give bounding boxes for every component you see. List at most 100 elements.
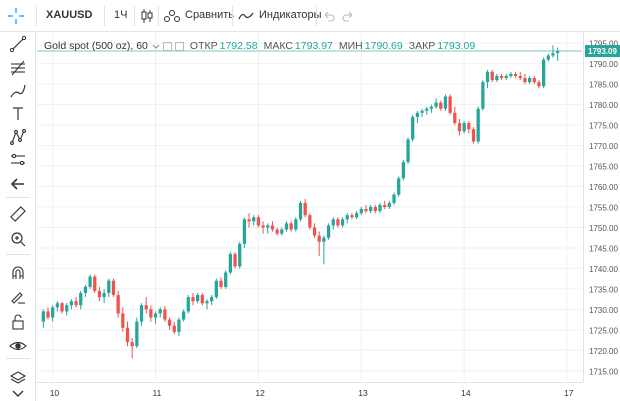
price-tick-label: 1760.00 [589,183,618,192]
undo-button[interactable] [323,0,335,31]
candle-body [79,292,83,306]
ruler-icon[interactable] [8,204,28,224]
candle-body [280,229,284,234]
time-tick-label: 12 [255,388,265,398]
price-tick-label: 1730.00 [589,306,618,315]
price-tick-label: 1790.00 [589,60,618,69]
candle-body [354,213,359,218]
time-tick-label: 13 [358,388,368,398]
candle-body [340,219,345,226]
redo-button[interactable] [342,0,354,31]
fib-tools-icon[interactable] [8,58,28,78]
symbol-label: XAUUSD [46,9,93,21]
candle-body [191,297,195,302]
candle-body [153,313,158,318]
price-axis[interactable]: 1715.00 1720.00 1725.00 1730.00 1735.00 1740.… [583,32,620,382]
interval-button[interactable]: 1Ч [114,0,127,31]
candle-body [256,217,261,226]
compare-label: Сравнить [185,9,235,21]
candlestick-chart[interactable] [37,33,582,381]
chevron-down-icon[interactable] [8,384,28,401]
candle-body [312,227,317,236]
candle-body [116,295,120,314]
layers-icon[interactable] [8,367,28,387]
drawing-toolbar [0,32,36,401]
time-tick-label: 10 [50,388,60,398]
price-tick-label: 1750.00 [589,224,618,233]
candle-body [228,254,233,273]
high-label: МАКС [263,40,293,52]
candle-body [359,209,363,214]
candle-body [65,305,69,312]
candle-body [177,319,181,332]
candle-body [74,301,78,306]
candle-body [541,59,546,87]
brush-icon[interactable] [8,81,28,101]
candles-icon [141,8,153,23]
prediction-tool-icon[interactable] [8,150,28,170]
price-tick-label: 1740.00 [589,265,618,274]
candle-body [55,303,60,308]
candle-body [392,194,396,203]
legend-hide-toggle[interactable] [162,41,172,51]
candle-body [429,106,434,109]
candle-body [270,225,275,230]
candle-body [125,327,130,343]
lock-icon[interactable] [8,312,28,332]
magnet-icon[interactable] [8,263,28,283]
top-toolbar: XAUUSD 1Ч Сравнить Индикаторы [0,0,620,32]
candle-body [111,280,116,296]
pattern-tool-icon[interactable] [8,127,28,147]
candle-body [383,204,387,207]
candle-body [518,75,522,79]
keep-drawing-icon[interactable] [8,287,28,307]
zoom-in-icon[interactable] [8,229,28,249]
candle-body [350,215,354,218]
candle-body [485,71,490,83]
series-title: Gold spot (500 oz), 60 [44,40,148,52]
candle-body [167,319,172,326]
indicators-button[interactable]: Индикаторы [238,0,322,31]
candle-body [233,254,237,267]
text-tool-icon[interactable] [8,104,28,124]
candle-body [284,223,289,230]
candle-body [200,295,204,304]
candle-body [434,102,438,107]
price-tick-label: 1765.00 [589,163,618,172]
candle-body [186,297,190,312]
candle-body [439,102,443,109]
candle-body [83,286,88,293]
legend-menu-chevron-icon[interactable] [152,42,160,50]
low-value: 1790.69 [364,40,403,52]
candle-body [219,280,223,287]
time-axis[interactable]: 10111213141718:0 [36,382,583,401]
candle-body [443,96,448,109]
crosshair-icon[interactable] [6,0,26,31]
close-label: ЗАКР [408,40,436,52]
compare-button[interactable]: Сравнить [164,0,234,31]
candle-body [130,342,134,347]
symbol-search-button[interactable]: XAUUSD [46,0,92,31]
series-legend: Gold spot (500 oz), 60 ОТКР 1792.58 МАКС… [44,38,475,54]
chart-type-button[interactable] [140,0,154,31]
candle-body [69,301,74,306]
candle-body [275,229,279,234]
candle-body [252,217,256,222]
candle-body [214,280,218,298]
candle-body [205,301,209,304]
indicators-label: Индикаторы [259,9,322,21]
candle-body [415,112,420,117]
candle-body [135,321,139,347]
candle-body [467,123,471,130]
eye-icon[interactable] [8,336,28,356]
candle-body [373,207,377,212]
price-tick-label: 1785.00 [589,81,618,90]
candle-body [60,303,64,312]
candle-body [195,295,200,302]
candle-body [551,53,555,56]
close-value: 1793.09 [437,40,476,52]
legend-settings-toggle[interactable] [174,41,184,51]
back-arrow-icon[interactable] [8,174,28,194]
compare-icon [164,9,180,22]
trend-line-icon[interactable] [8,34,28,54]
